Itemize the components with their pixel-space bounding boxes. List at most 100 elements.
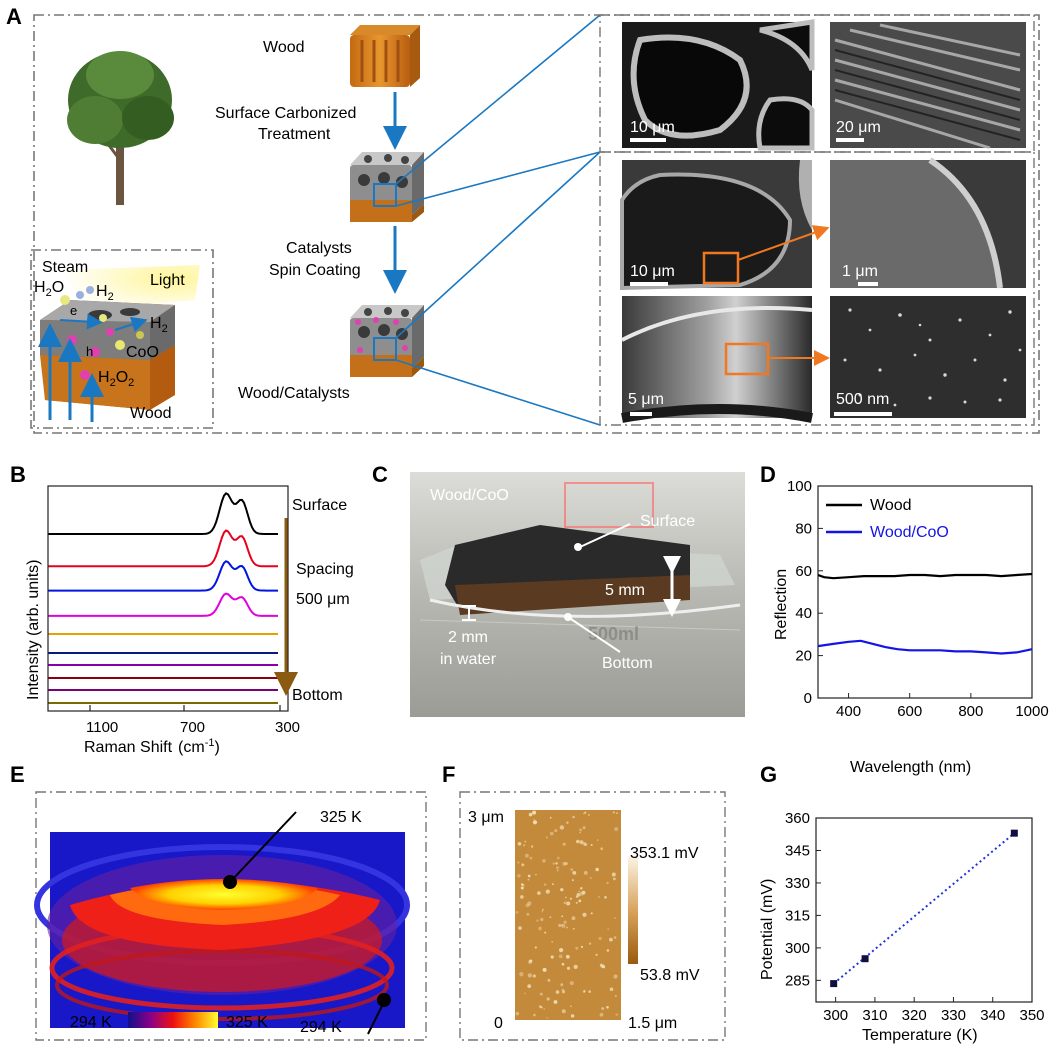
potential-plot-frame (815, 817, 1033, 1003)
kpfm-speckle (572, 815, 575, 819)
inset-h2o2-label: H2O2 (98, 369, 134, 389)
raman-x-axis-label: Raman Shift (cm-1) (84, 737, 220, 756)
kpfm-speckle (607, 928, 610, 930)
kpfm-speckle (541, 910, 544, 913)
kpfm-speckle (550, 955, 554, 959)
kpfm-speckle (554, 829, 558, 833)
kpfm-speckle (517, 861, 520, 864)
kpfm-speckle (606, 1006, 609, 1009)
kpfm-speckle (529, 959, 533, 963)
kpfm-speckle (517, 874, 521, 878)
kpfm-speckle (616, 812, 618, 814)
sem-scalebar-label-2: 20 μm (836, 119, 881, 136)
kpfm-speckle (579, 891, 584, 896)
kpfm-y-zero-label: 0 (494, 1015, 503, 1032)
zoom-lines-top (395, 14, 601, 207)
potential-y-axis-label: Potential (mV) (759, 879, 776, 980)
kpfm-speckle (600, 847, 603, 850)
kpfm-speckle (542, 967, 547, 972)
reflection-y-tick-label: 60 (795, 563, 812, 580)
kpfm-speckle (583, 871, 588, 875)
kpfm-speckle (583, 812, 585, 815)
kpfm-speckle (525, 853, 529, 858)
kpfm-speckle (615, 1013, 618, 1016)
kpfm-speckle (549, 916, 552, 918)
process-step1-line1: Surface Carbonized (215, 105, 356, 122)
kpfm-speckle (527, 984, 532, 988)
kpfm-x-right-label: 1.5 μm (628, 1015, 677, 1032)
surface-pointer-line (579, 523, 631, 548)
sem-image-3 (620, 160, 812, 291)
potential-temperature-chart: 285 300 315 330 345 360 300 310 320 330 340 350 (785, 810, 1045, 1024)
sem-group-bottom-frame (599, 151, 1035, 426)
kpfm-speckle (588, 942, 592, 945)
reflection-x-tick-label: 1000 (1015, 703, 1048, 720)
kpfm-speckle (536, 919, 539, 922)
kpfm-speckle (532, 810, 537, 815)
kpfm-speckle (563, 901, 567, 905)
panel-e-frame (35, 791, 427, 1041)
kpfm-speckle (562, 842, 566, 846)
potential-y-tick-label: 360 (785, 810, 810, 827)
potential-x-tick-label: 320 (902, 1007, 927, 1024)
kpfm-speckle (571, 879, 574, 882)
kpfm-speckle (590, 877, 592, 879)
kpfm-speckle (549, 816, 552, 819)
process-step2-line2: Spin Coating (269, 262, 361, 279)
kpfm-speckle (601, 1007, 605, 1010)
inset-h2-label-a: H2 (96, 283, 114, 303)
hot-spot-pointer-line (231, 811, 297, 881)
potential-data-point (830, 980, 838, 988)
kpfm-speckle (611, 872, 616, 877)
process-wood-label: Wood (263, 39, 305, 56)
kpfm-speckle (576, 892, 581, 897)
kpfm-speckle (553, 1000, 558, 1004)
raman-spacing-value: 500 μm (296, 591, 350, 608)
kpfm-speckle (576, 839, 580, 844)
kpfm-speckle (588, 990, 591, 993)
raman-chart (48, 492, 281, 711)
kpfm-speckle (555, 862, 558, 865)
potential-x-tick-label: 300 (823, 1007, 848, 1024)
potential-x-tick-label: 350 (1019, 1007, 1044, 1024)
kpfm-speckle (556, 869, 559, 872)
potential-y-tick-label: 315 (785, 907, 810, 924)
kpfm-speckle (572, 871, 577, 875)
sem-scalebar-label-3: 10 μm (630, 263, 675, 280)
panel-label-b: B (10, 462, 26, 487)
kpfm-y-top-label: 3 μm (468, 809, 504, 826)
kpfm-speckle (559, 948, 564, 953)
photo-depth-value: 2 mm (448, 629, 488, 646)
potential-data-point (861, 955, 869, 963)
kpfm-surface-potential-map (515, 810, 621, 1020)
thermal-scale-max: 325 K (226, 1014, 268, 1031)
panel-a-frame (33, 14, 1040, 434)
kpfm-speckle (530, 845, 534, 848)
kpfm-speckle (528, 812, 533, 817)
kpfm-speckle (540, 917, 544, 922)
thermal-colorbar (128, 1012, 218, 1028)
kpfm-speckle (600, 964, 604, 968)
kpfm-speckle (566, 821, 569, 824)
kpfm-speckle (595, 867, 599, 872)
kpfm-speckle (590, 912, 593, 915)
process-step1-line2: Treatment (258, 126, 331, 143)
kpfm-speckle (533, 1013, 536, 1017)
raman-bottom-label: Bottom (292, 687, 343, 704)
carbonized-block-illustration (350, 152, 424, 222)
potential-fit-line (833, 832, 1015, 985)
kpfm-speckle (572, 927, 575, 930)
kpfm-speckle (580, 945, 584, 949)
kpfm-speckle (535, 873, 537, 876)
kpfm-speckle (587, 814, 590, 816)
raman-x-tick-300: 300 (275, 719, 300, 736)
beaker-volume-mark: 500ml (588, 624, 639, 644)
kpfm-speckle (558, 954, 563, 959)
inset-steam-label: Steam (42, 259, 88, 276)
kpfm-speckle (570, 868, 574, 871)
kpfm-speckle (519, 972, 524, 977)
thermal-hot-label: 325 K (320, 809, 362, 826)
kpfm-speckle (598, 896, 600, 898)
sem-image-1 (622, 19, 815, 151)
kpfm-speckle (555, 990, 560, 994)
